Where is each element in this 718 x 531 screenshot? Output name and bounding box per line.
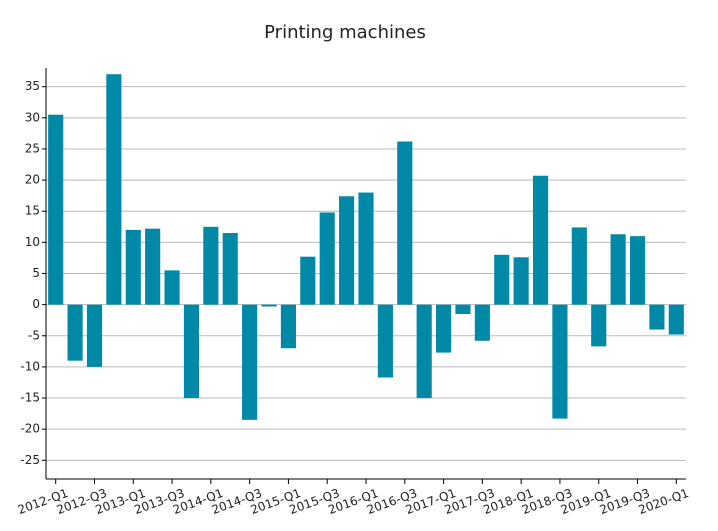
bar <box>164 270 180 305</box>
y-tick-label: 25 <box>25 141 40 155</box>
y-tick-label: 35 <box>25 79 40 93</box>
bar <box>649 304 665 330</box>
bar <box>513 257 529 305</box>
y-tick-label: 15 <box>25 204 40 218</box>
bar <box>436 304 452 353</box>
y-tick-label: 5 <box>32 266 40 280</box>
bar <box>610 234 626 305</box>
bar <box>261 304 277 307</box>
bar <box>552 304 568 419</box>
y-tick-label: -5 <box>28 328 40 342</box>
bar <box>280 304 296 349</box>
y-tick-label: -20 <box>20 422 40 436</box>
bar <box>571 227 587 305</box>
bar <box>474 304 490 341</box>
bar <box>300 256 316 305</box>
bar <box>48 114 64 305</box>
bar <box>242 304 258 420</box>
bar <box>222 233 238 305</box>
bar <box>416 304 432 399</box>
bar <box>203 226 219 305</box>
bar <box>319 212 335 305</box>
y-tick-label: 30 <box>25 110 40 124</box>
bar <box>125 229 141 305</box>
bar <box>86 304 103 367</box>
bar <box>455 304 471 314</box>
y-tick-label: 10 <box>25 235 40 249</box>
y-tick-label: 20 <box>25 173 40 187</box>
y-tick-label: 0 <box>32 297 40 311</box>
bar <box>494 254 510 305</box>
y-tick-label: -15 <box>20 391 40 405</box>
bar <box>377 304 393 378</box>
chart-title: Printing machines <box>264 22 426 43</box>
bar <box>532 175 549 305</box>
bar <box>629 236 646 305</box>
bar <box>106 74 122 305</box>
bar <box>183 304 200 399</box>
bar <box>591 304 607 347</box>
bar <box>145 228 161 305</box>
bar <box>668 304 684 335</box>
bar <box>358 192 374 305</box>
y-tick-label: -10 <box>20 359 40 373</box>
bar <box>339 196 355 305</box>
bar <box>397 141 413 305</box>
bar <box>67 304 83 361</box>
y-tick-label: -25 <box>20 453 40 467</box>
